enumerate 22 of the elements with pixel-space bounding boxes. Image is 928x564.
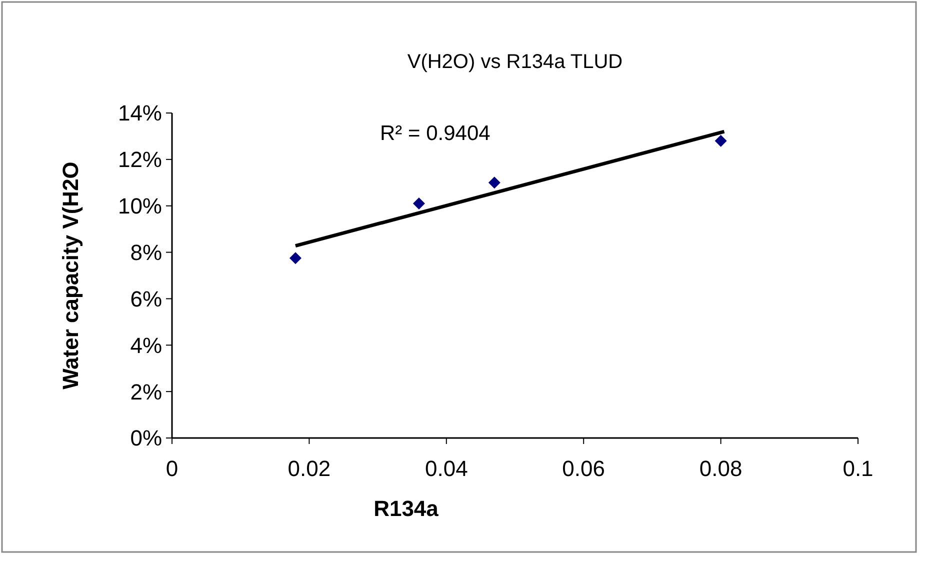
x-tick-label: 0.1 bbox=[842, 456, 874, 481]
point bbox=[488, 176, 500, 189]
y-tick-label: 10% bbox=[118, 194, 162, 219]
y-tick-label: 8% bbox=[130, 240, 162, 265]
y-axis-title: Water capacity V(H2O bbox=[58, 162, 83, 390]
x-tick-label: 0.04 bbox=[424, 456, 468, 481]
x-axis-title: R134a bbox=[374, 496, 440, 521]
y-tick-label: 6% bbox=[130, 286, 162, 312]
y-tick-label: 4% bbox=[130, 332, 162, 358]
y-tick-label: 12% bbox=[118, 147, 162, 172]
annotation: R² = 0.9404 bbox=[380, 122, 491, 145]
y-tick-label: 14% bbox=[118, 100, 162, 126]
y-tick-label: 2% bbox=[130, 379, 162, 404]
point bbox=[714, 134, 727, 147]
chart-title: V(H2O) vs R134a TLUD bbox=[407, 51, 623, 73]
x-tick-label: 0.02 bbox=[288, 456, 331, 481]
x-tick-label: 0 bbox=[166, 456, 178, 481]
point bbox=[289, 252, 302, 264]
x-tick-label: 0.06 bbox=[562, 456, 606, 481]
point bbox=[412, 198, 425, 210]
y-tick-label: 0% bbox=[130, 426, 162, 451]
x-tick-label: 0.08 bbox=[699, 456, 742, 481]
